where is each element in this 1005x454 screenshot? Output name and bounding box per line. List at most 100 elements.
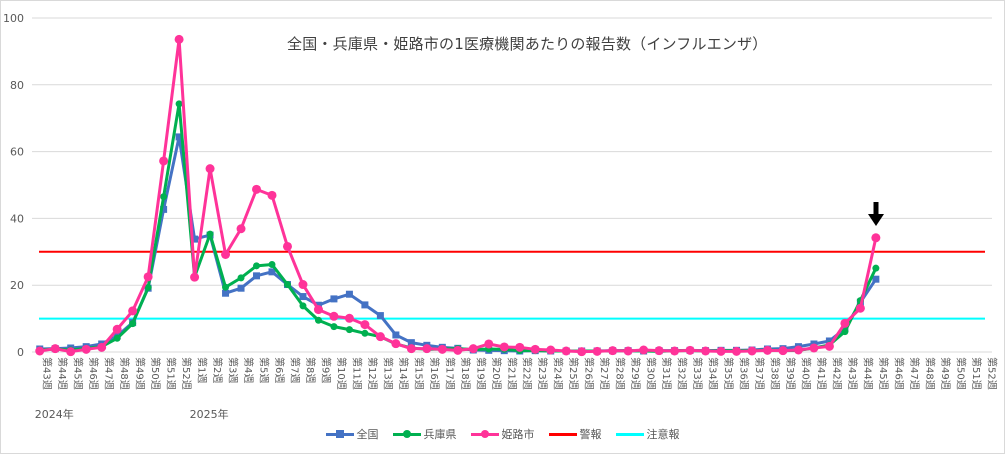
data-point (855, 303, 865, 313)
series-himeji (35, 34, 881, 357)
legend-item-warning[interactable]: 警報 (548, 426, 602, 442)
data-point (97, 342, 107, 352)
data-point (515, 342, 525, 352)
x-tick-label: 第45週 (72, 357, 85, 390)
y-tick-label: 100 (3, 12, 24, 25)
data-point (809, 343, 819, 353)
x-tick-label: 第52週 (985, 357, 998, 390)
x-tick-label: 第24週 (552, 357, 565, 390)
x-tick-label: 第27週 (598, 357, 611, 390)
data-point (407, 339, 415, 347)
data-point (299, 293, 307, 301)
legend-item-advisory[interactable]: 注意報 (615, 426, 680, 442)
data-point (344, 313, 354, 323)
x-tick-label: 第17週 (443, 357, 456, 390)
data-point (376, 312, 384, 320)
data-point (732, 346, 742, 356)
x-tick-label: 第51週 (165, 357, 178, 390)
data-point (762, 345, 772, 355)
x-tick-label: 第48週 (118, 357, 131, 390)
data-point (329, 311, 339, 321)
legend-item-national[interactable]: 全国 (325, 426, 379, 442)
x-tick-label: 第13週 (381, 357, 394, 390)
x-tick-label: 第51週 (970, 357, 983, 390)
x-tick-label: 第46週 (892, 357, 905, 390)
data-point (221, 249, 231, 259)
x-tick-label: 第15週 (412, 357, 425, 390)
legend-swatch-icon (325, 429, 354, 439)
x-tick-label: 第8週 (304, 357, 317, 383)
x-tick-label: 第41週 (815, 357, 828, 390)
data-point (453, 345, 463, 355)
data-point (608, 346, 618, 356)
legend-swatch-icon (392, 429, 421, 439)
data-point (361, 329, 369, 337)
data-point (841, 328, 849, 336)
x-tick-label: 第50週 (149, 357, 162, 390)
x-tick-label: 第33週 (691, 357, 704, 390)
data-point (577, 347, 587, 357)
x-tick-label: 第45週 (877, 357, 890, 390)
data-point (253, 262, 261, 270)
x-tick-label: 第7週 (288, 357, 301, 383)
data-point (778, 346, 788, 356)
data-point (298, 280, 308, 290)
data-point (222, 283, 230, 291)
data-point (129, 320, 137, 328)
x-tick-label: 第3週 (227, 357, 240, 383)
data-point (299, 302, 307, 310)
legend-label: 全国 (356, 428, 379, 441)
x-tick-label: 第31週 (660, 357, 673, 390)
x-tick-label: 第38週 (768, 357, 781, 390)
data-point (237, 284, 245, 292)
x-tick-label: 第47週 (908, 357, 921, 390)
data-point (361, 301, 369, 309)
x-tick-label: 第22週 (521, 357, 534, 390)
x-tick-label: 第6週 (273, 357, 286, 383)
data-point (128, 306, 138, 316)
x-tick-label: 第25週 (567, 357, 580, 390)
series-hyogo (36, 100, 880, 355)
x-tick-label: 第11週 (350, 357, 363, 390)
x-tick-label: 第34週 (707, 357, 720, 390)
data-point (143, 272, 153, 282)
x-tick-label: 第4週 (242, 357, 255, 383)
data-point (237, 274, 245, 282)
x-tick-label: 第40週 (799, 357, 812, 390)
year-label: 2025年 (189, 408, 229, 421)
data-point (468, 344, 478, 354)
legend-item-hyogo[interactable]: 兵庫県 (392, 426, 457, 442)
data-point (113, 334, 121, 342)
x-tick-label: 第32週 (676, 357, 689, 390)
y-tick-label: 40 (10, 212, 24, 225)
data-point (530, 344, 540, 354)
x-tick-label: 第16週 (428, 357, 441, 390)
legend-label: 姫路市 (501, 428, 535, 441)
data-point (437, 344, 447, 354)
legend-swatch-icon (548, 429, 577, 439)
legend-item-himeji[interactable]: 姫路市 (470, 426, 535, 442)
data-point (561, 346, 571, 356)
x-tick-label: 第28週 (614, 357, 627, 390)
x-tick-label: 第36週 (738, 357, 751, 390)
x-tick-label: 第2週 (211, 357, 224, 383)
data-point (314, 316, 322, 324)
data-point (313, 305, 323, 315)
data-point (35, 346, 45, 356)
x-tick-label: 第44週 (56, 357, 69, 390)
x-tick-label: 第44週 (861, 357, 874, 390)
data-point (747, 346, 757, 356)
data-point (160, 193, 168, 201)
data-point (205, 164, 215, 174)
data-point (623, 346, 633, 356)
data-point (872, 275, 880, 283)
chart-title: 全国・兵庫県・姫路市の1医療機関あたりの報告数（インフルエンザ） (287, 35, 768, 53)
x-tick-label: 第52週 (180, 357, 193, 390)
y-tick-label: 60 (10, 146, 24, 159)
x-tick-label: 第14週 (397, 357, 410, 390)
data-point (422, 344, 432, 354)
data-point (144, 284, 152, 292)
data-point (283, 281, 291, 289)
